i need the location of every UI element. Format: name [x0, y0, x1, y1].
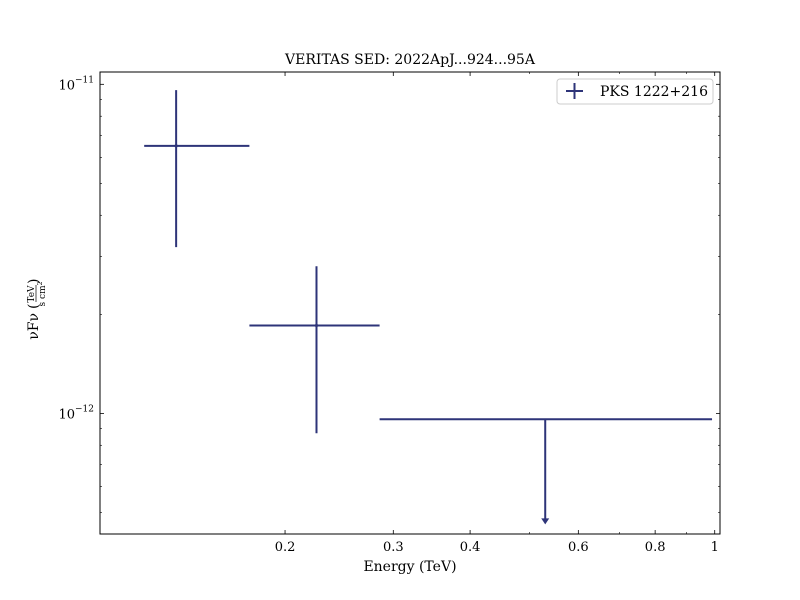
legend: PKS 1222+216 [556, 78, 714, 105]
data-point-marker [314, 323, 319, 328]
y-tick-label-base: 10 [58, 407, 75, 422]
y-axis-label: νFν ( TeV s cm2 ) [26, 279, 48, 340]
y-axis-label-unit-num: TeV [27, 285, 37, 303]
y-tick-label-exponent: −12 [75, 404, 94, 414]
x-axis-label: Energy (TeV) [363, 559, 456, 575]
y-axis-label-paren-close: ) [26, 279, 42, 284]
data-layer [144, 90, 713, 525]
x-tick-label: 0.6 [568, 540, 589, 555]
legend-box [556, 78, 714, 105]
y-tick-label: 10−11 [58, 75, 94, 93]
y-tick-label-exponent: −11 [75, 75, 94, 85]
x-tick-label: 1 [711, 540, 719, 555]
y-tick-label-base: 10 [58, 78, 75, 93]
y-axis-label-unit-den: s cm2 [37, 281, 48, 306]
chart-title: VERITAS SED: 2022ApJ...924...95A [284, 52, 536, 68]
x-tick-label: 0.3 [383, 540, 404, 555]
legend-label: PKS 1222+216 [600, 84, 708, 100]
x-tick-label: 0.8 [645, 540, 666, 555]
y-axis-label-paren-open: ( [26, 304, 42, 309]
x-tick-label: 0.4 [460, 540, 481, 555]
x-tick-label: 0.2 [275, 540, 296, 555]
y-axis-label-main: νFν [26, 313, 42, 340]
data-point-marker [174, 144, 178, 148]
data-point-upper-limit-arrow [541, 518, 550, 525]
plot-frame [99, 71, 721, 535]
y-tick-label: 10−12 [58, 404, 94, 422]
